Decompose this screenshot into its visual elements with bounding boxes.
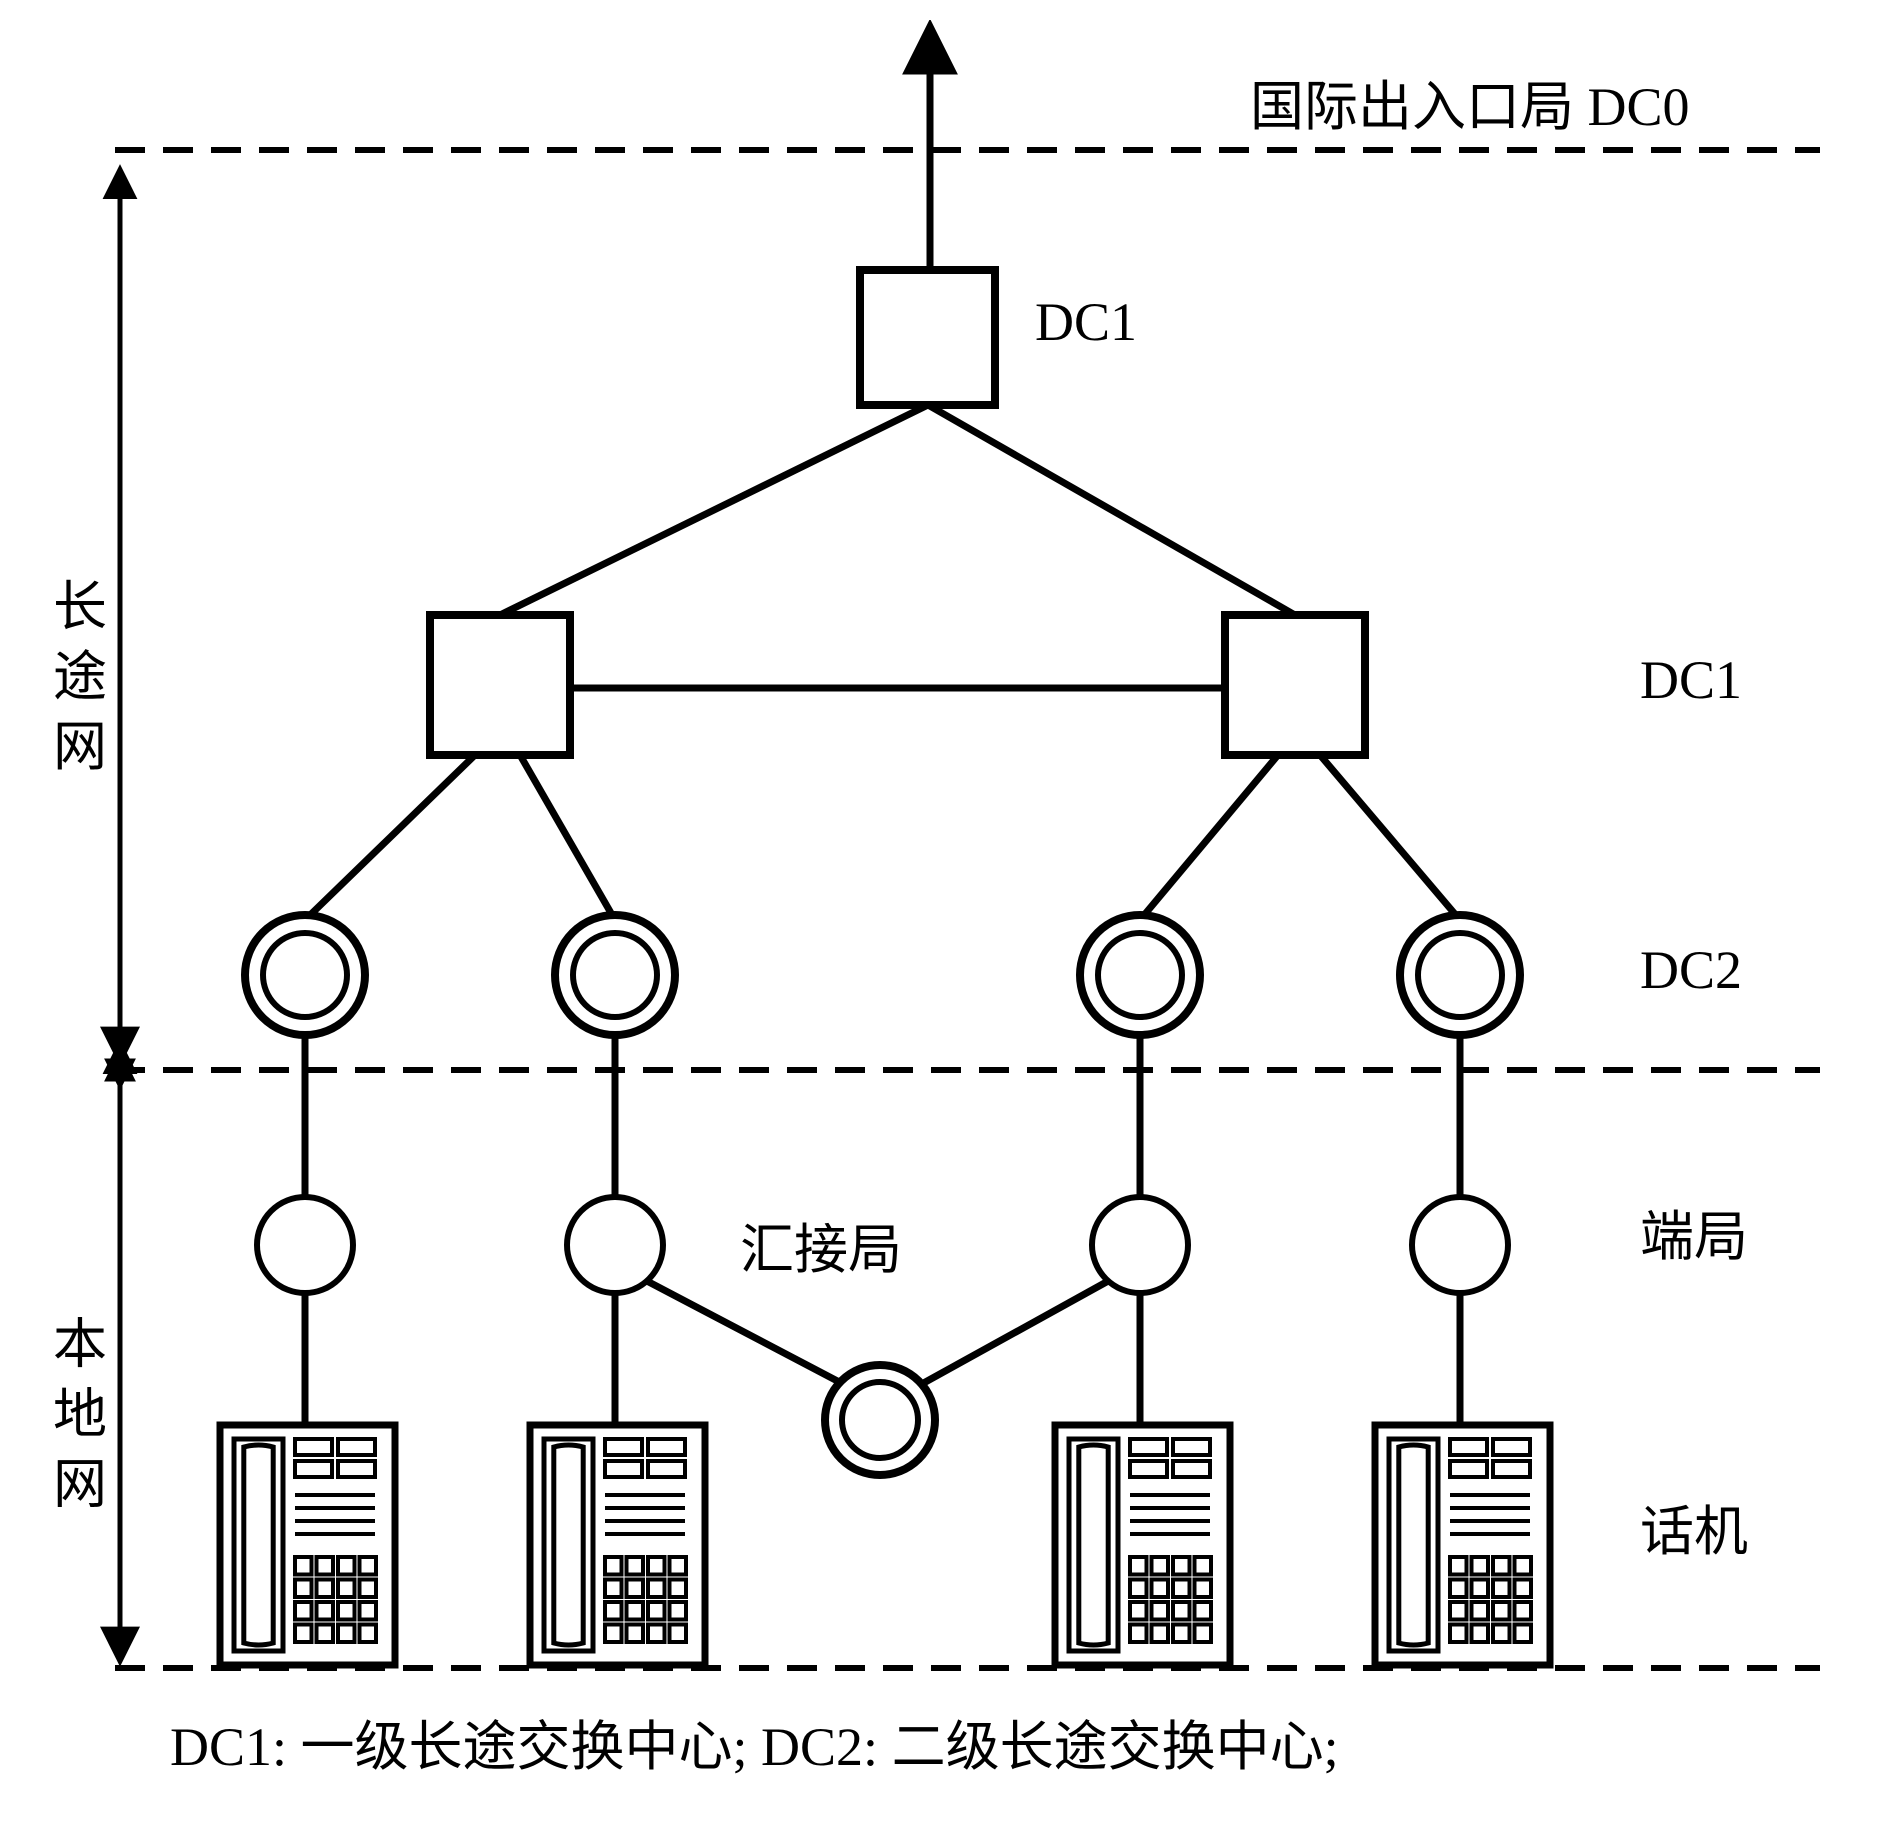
dc2-node-inner: [573, 933, 657, 1017]
diagram-label: 话机: [1640, 1502, 1748, 1562]
diagram-label: DC1: [1035, 292, 1137, 352]
end-office-node: [1092, 1197, 1188, 1293]
section-label-char: 本: [53, 1315, 107, 1375]
network-edge: [645, 1280, 845, 1385]
network-diagram: 长途网本地网国际出入口局 DC0DC1DC1DC2端局话机汇接局DC1: 一级长…: [20, 20, 1840, 1800]
end-office-node: [567, 1197, 663, 1293]
caption: DC1: 一级长途交换中心; DC2: 二级长途交换中心;: [170, 1717, 1339, 1777]
section-label-char: 长: [53, 577, 107, 637]
dc1-node: [860, 270, 995, 405]
phone-icon: [1375, 1425, 1550, 1665]
network-edge: [920, 1280, 1110, 1385]
section-label-char: 网: [53, 1455, 107, 1515]
section-label-char: 途: [53, 647, 107, 707]
network-edge: [1320, 755, 1460, 920]
network-edge: [500, 405, 928, 615]
tandem-node-inner: [842, 1382, 918, 1458]
dc2-node-inner: [1418, 933, 1502, 1017]
network-edge: [520, 755, 615, 920]
svg-canvas: 长途网本地网国际出入口局 DC0DC1DC1DC2端局话机汇接局DC1: 一级长…: [20, 20, 1840, 1800]
phone-icon: [530, 1425, 705, 1665]
section-label-char: 网: [53, 717, 107, 777]
dc2-node-inner: [1098, 933, 1182, 1017]
diagram-label: DC2: [1640, 940, 1742, 1000]
dc2-node-inner: [263, 933, 347, 1017]
diagram-label: 汇接局: [740, 1220, 902, 1280]
dc1-node: [430, 615, 570, 755]
end-office-node: [257, 1197, 353, 1293]
phone-icon: [1055, 1425, 1230, 1665]
section-label-char: 地: [53, 1385, 107, 1445]
diagram-label: 端局: [1640, 1207, 1748, 1267]
diagram-label: 国际出入口局 DC0: [1250, 77, 1690, 137]
dc1-node: [1225, 615, 1365, 755]
end-office-node: [1412, 1197, 1508, 1293]
phone-icon: [220, 1425, 395, 1665]
network-edge: [928, 405, 1295, 615]
network-edge: [1140, 755, 1278, 920]
diagram-label: DC1: [1640, 650, 1742, 710]
network-edge: [305, 755, 475, 920]
